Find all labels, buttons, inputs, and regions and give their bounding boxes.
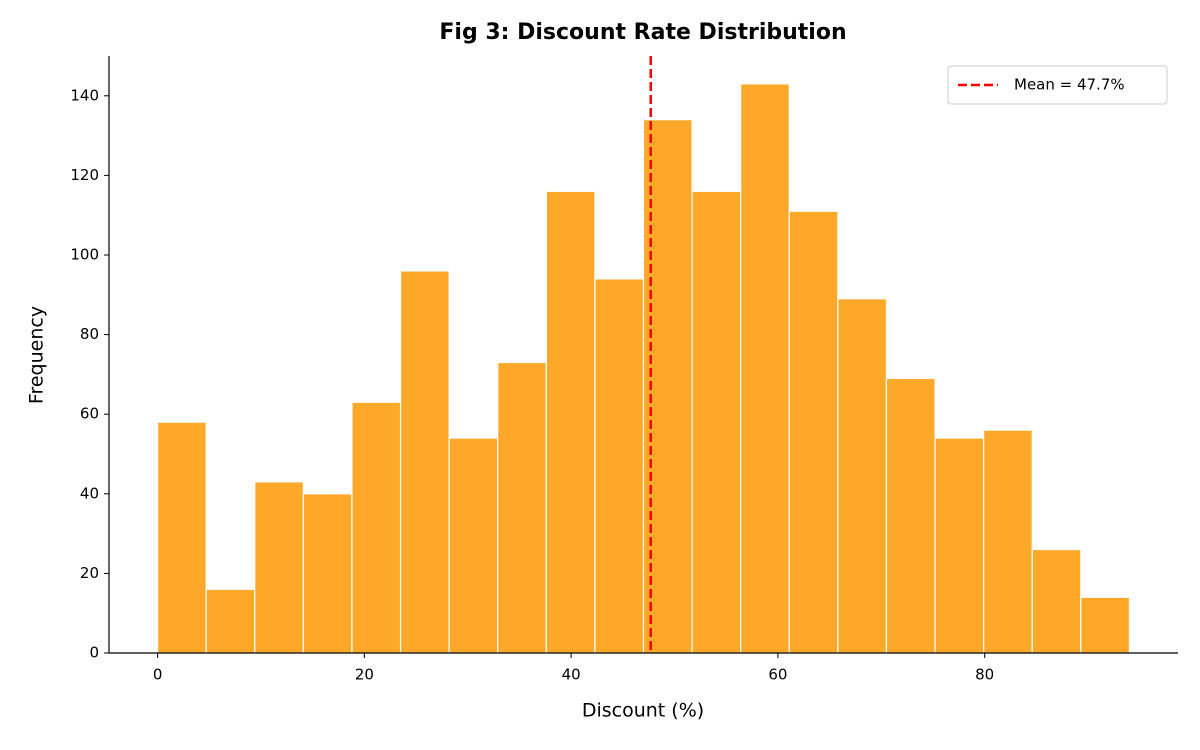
- legend-box: [947, 65, 1168, 105]
- bar: [399, 270, 450, 654]
- bar: [837, 298, 888, 654]
- y-tick-label: 40: [80, 484, 99, 502]
- bar: [788, 210, 839, 654]
- y-tick-label: 140: [70, 86, 99, 104]
- x-tick-label: 60: [768, 666, 787, 684]
- legend-label: Mean = 47.7%: [1014, 76, 1125, 94]
- y-tick-label: 80: [80, 325, 99, 343]
- y-tick-label: 20: [80, 564, 99, 582]
- y-axis-label: Frequency: [26, 306, 48, 404]
- bar: [1031, 548, 1082, 654]
- bar: [448, 437, 499, 654]
- bar: [885, 377, 936, 654]
- y-tick-label: 0: [89, 644, 99, 662]
- bar: [497, 361, 547, 654]
- y-tick-label: 60: [80, 405, 99, 423]
- bar: [934, 437, 985, 654]
- bar: [740, 83, 790, 654]
- x-tick-label: 80: [975, 666, 994, 684]
- bar: [1080, 596, 1131, 654]
- bar: [302, 493, 353, 654]
- bar: [205, 588, 256, 654]
- bar: [254, 481, 304, 654]
- x-tick-label: 20: [355, 666, 374, 684]
- y-tick-label: 120: [70, 166, 99, 184]
- bar: [156, 421, 207, 654]
- bar: [594, 278, 645, 654]
- bar: [983, 429, 1033, 654]
- x-tick-label: 40: [562, 666, 581, 684]
- y-tick-label: 100: [70, 246, 99, 264]
- bar: [545, 190, 596, 654]
- chart-title: Fig 3: Discount Rate Distribution: [439, 20, 846, 45]
- x-axis-label: Discount (%): [582, 700, 704, 722]
- x-tick-label: 0: [153, 666, 163, 684]
- bar: [351, 401, 402, 654]
- bar: [691, 190, 742, 654]
